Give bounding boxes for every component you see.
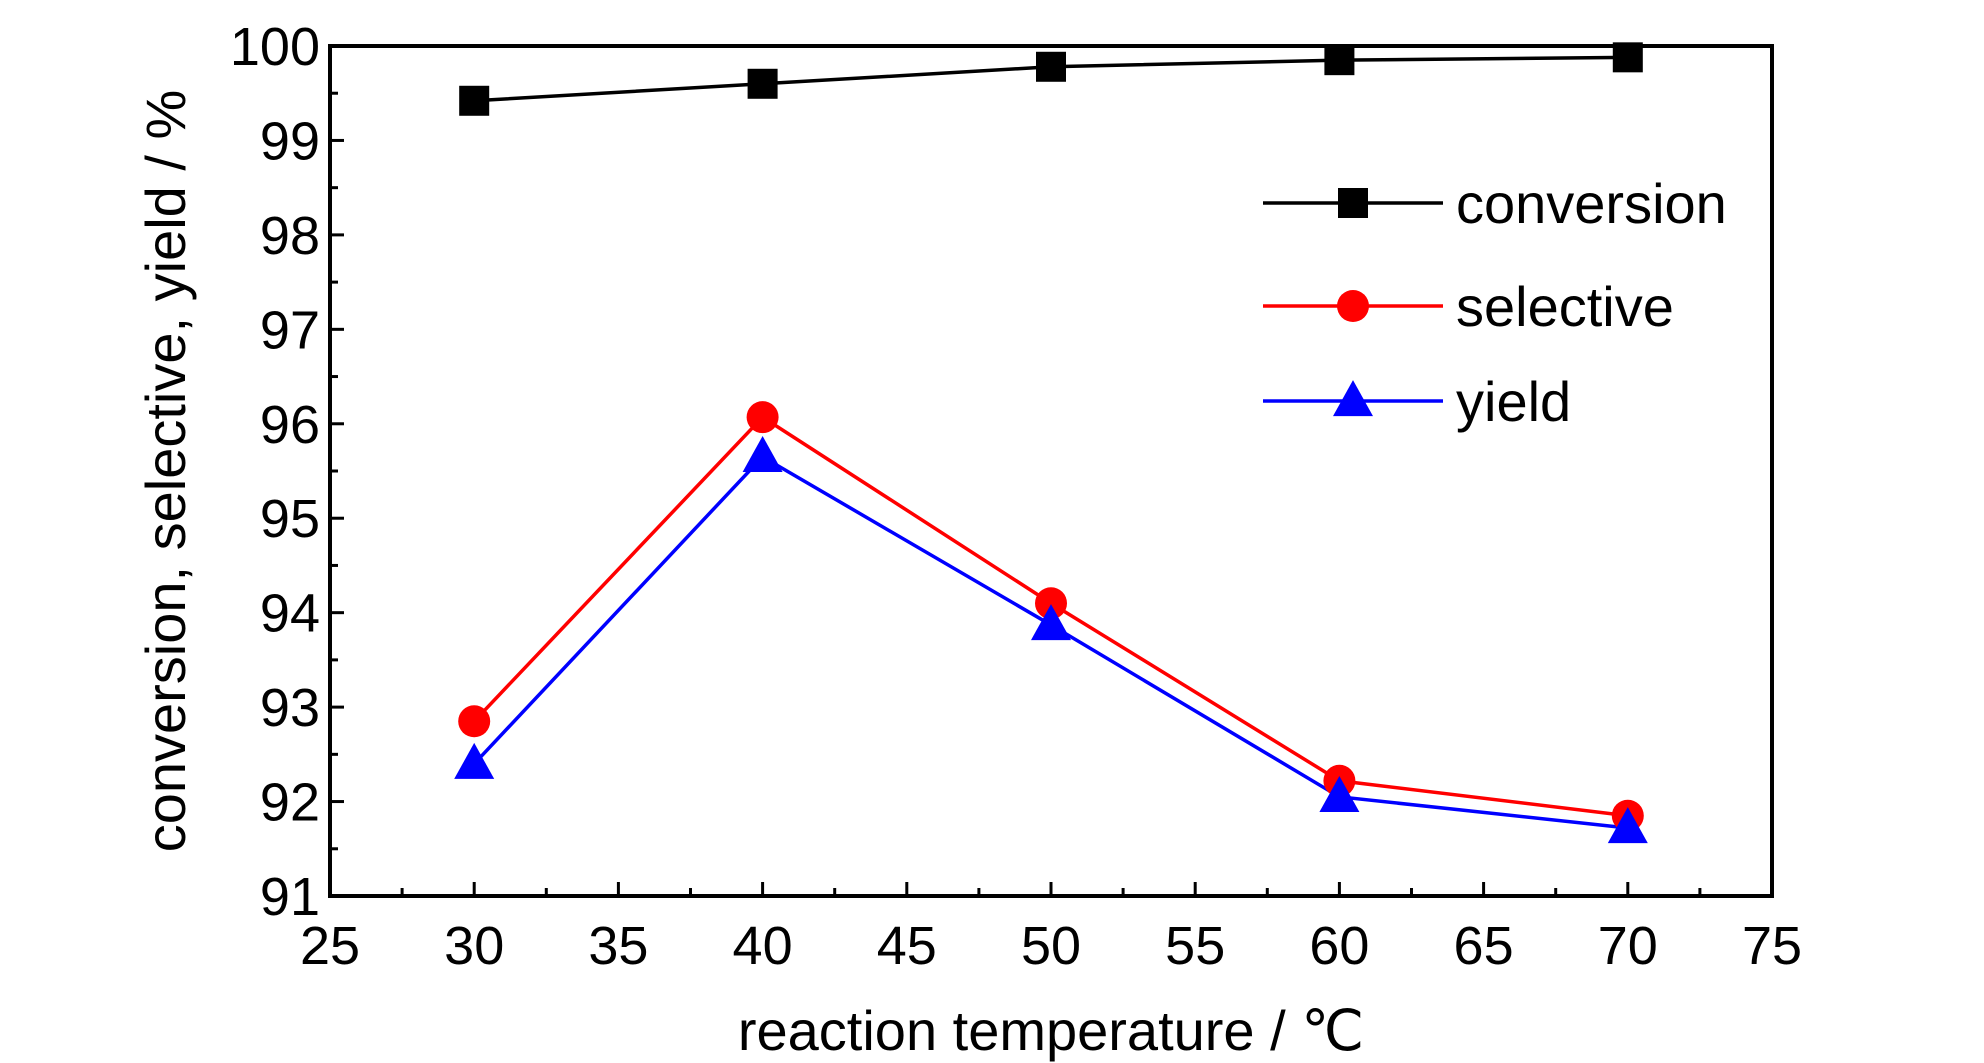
plot-frame (328, 44, 1774, 898)
y-tick-label: 98 (260, 206, 320, 266)
data-point-conversion (747, 68, 778, 99)
y-tick-label: 97 (260, 300, 320, 360)
series-markers (454, 42, 1648, 844)
y-tick-label: 95 (260, 489, 320, 549)
y-tick-label: 91 (260, 867, 320, 927)
x-tick-label: 35 (588, 916, 648, 976)
x-tick-label: 45 (877, 916, 937, 976)
series-lines (472, 55, 1629, 830)
x-tick-label: 55 (1165, 916, 1225, 976)
data-point-conversion (1036, 51, 1066, 82)
x-axis-title: reaction temperature / ℃ (738, 999, 1364, 1062)
data-point-selective (458, 705, 491, 738)
data-point-selective (1035, 587, 1067, 620)
data-point-conversion (1324, 45, 1355, 76)
y-tick-label: 96 (260, 395, 320, 455)
y-tick-label: 100 (230, 17, 320, 77)
x-tick-label: 25 (300, 916, 360, 976)
legend-label-yield: yield (1456, 370, 1571, 433)
data-point-yield (1607, 807, 1648, 844)
legend-marker-selective (1337, 290, 1369, 322)
y-tick-label: 92 (260, 773, 320, 833)
data-point-yield (454, 742, 495, 779)
x-tick-label: 30 (444, 916, 504, 976)
data-point-yield (1319, 775, 1360, 812)
legend-marker-yield (1333, 380, 1373, 417)
x-tick-label: 60 (1309, 916, 1369, 976)
x-tick-label: 70 (1598, 916, 1658, 976)
y-tick-label: 93 (260, 678, 320, 738)
y-tick-label: 99 (260, 111, 320, 171)
y-axis-title: conversion, selective, yield / % (134, 90, 197, 853)
x-tick-label: 40 (733, 916, 793, 976)
data-point-yield (742, 435, 783, 472)
legend-label-conversion: conversion (1456, 172, 1727, 235)
data-point-selective (746, 401, 779, 434)
legend: conversion selective yield (1263, 172, 1727, 433)
legend-marker-conversion (1338, 188, 1368, 218)
series-line-yield (472, 454, 1628, 830)
y-tick-label: 94 (260, 584, 320, 644)
legend-label-selective: selective (1456, 275, 1674, 338)
data-point-yield (1031, 604, 1071, 641)
x-tick-label: 75 (1742, 916, 1802, 976)
data-point-conversion (459, 85, 490, 116)
x-tick-label: 65 (1454, 916, 1514, 976)
x-tick-label: 50 (1021, 916, 1081, 976)
tick-labels: 25 30 35 40 45 50 55 60 65 70 75 91 92 93 94 95 96 97 98 99… (230, 17, 1802, 976)
